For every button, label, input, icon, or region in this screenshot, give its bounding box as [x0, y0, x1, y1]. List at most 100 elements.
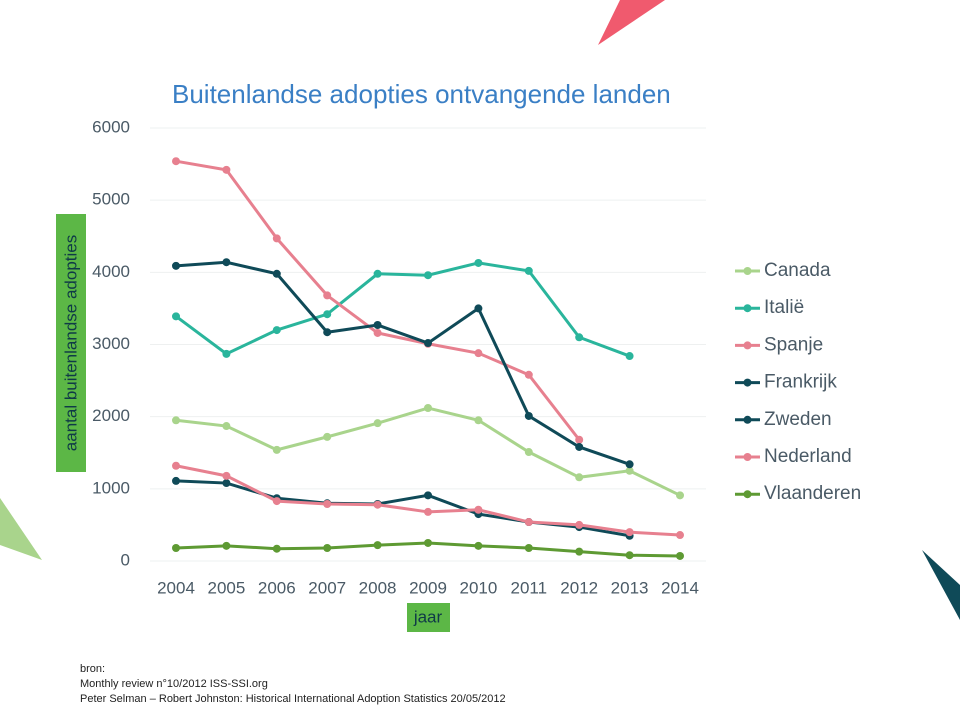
y-label-bg — [56, 214, 86, 472]
data-point — [222, 422, 231, 431]
x-axis-label: jaar — [413, 607, 443, 626]
data-point — [575, 547, 584, 556]
legend-marker — [743, 304, 752, 313]
data-point — [323, 544, 332, 553]
legend-marker — [743, 378, 752, 387]
legend-label: Canada — [764, 260, 831, 281]
data-point — [474, 541, 483, 550]
series-line — [175, 464, 681, 537]
x-tick-label: 2004 — [157, 578, 195, 597]
data-point — [424, 491, 432, 500]
data-point — [625, 466, 634, 475]
x-tick-label: 2007 — [308, 578, 346, 597]
data-point — [373, 269, 382, 278]
x-tick-label: 2011 — [511, 578, 548, 597]
data-point — [373, 328, 382, 337]
data-point — [625, 352, 634, 361]
series-line — [175, 406, 681, 497]
chart-title: Buitenlandse adopties ontvangende landen — [172, 79, 671, 109]
data-point — [676, 551, 684, 560]
data-point — [272, 445, 281, 454]
data-point — [575, 520, 584, 529]
data-point — [172, 416, 180, 425]
legend-marker — [743, 490, 752, 499]
data-point — [323, 328, 332, 337]
data-point — [676, 491, 684, 500]
x-tick-label: 2009 — [409, 578, 447, 597]
data-point — [272, 326, 281, 335]
x-tick-label: 2010 — [459, 578, 497, 597]
source-line: Peter Selman – Robert Johnston: Historic… — [80, 693, 506, 705]
y-axis-label: aantal buitenlandse adopties — [61, 235, 80, 451]
y-tick-label: 6000 — [92, 117, 130, 136]
data-point — [172, 261, 180, 270]
decoration — [0, 498, 42, 560]
data-point — [524, 266, 533, 275]
data-point — [424, 404, 432, 413]
data-point — [222, 258, 231, 267]
data-point — [373, 541, 382, 550]
data-point — [323, 432, 332, 441]
x-tick-label: 2012 — [560, 578, 598, 597]
data-point — [474, 349, 483, 358]
data-point — [625, 460, 634, 469]
data-point — [222, 349, 231, 358]
data-point — [625, 551, 634, 560]
legend-marker — [743, 267, 752, 275]
data-point — [676, 531, 684, 540]
series-line — [175, 159, 581, 441]
data-point — [524, 370, 533, 379]
data-point — [323, 310, 332, 319]
legend-label: Zweden — [764, 409, 832, 430]
decoration — [598, 0, 665, 45]
data-point — [272, 234, 281, 243]
data-point — [222, 165, 231, 174]
data-point — [575, 435, 584, 444]
decoration — [922, 550, 960, 620]
legend-label: Vlaanderen — [764, 483, 861, 504]
data-point — [323, 291, 332, 300]
data-point — [524, 411, 533, 420]
x-tick-label: 2008 — [359, 578, 397, 597]
data-point — [424, 538, 432, 547]
data-point — [373, 419, 382, 428]
data-point — [373, 500, 382, 509]
data-point — [424, 507, 432, 516]
data-point — [474, 304, 483, 313]
data-point — [172, 157, 180, 166]
data-point — [172, 476, 180, 485]
legend-marker — [743, 341, 752, 350]
data-point — [323, 499, 332, 508]
data-point — [272, 269, 281, 278]
data-point — [575, 442, 584, 451]
data-point — [524, 544, 533, 553]
data-point — [172, 312, 180, 321]
data-point — [474, 416, 483, 425]
x-tick-label: 2013 — [611, 578, 649, 597]
data-point — [474, 505, 483, 514]
series-line — [175, 261, 631, 358]
data-point — [625, 528, 634, 537]
data-point — [222, 479, 231, 488]
x-tick-label: 2005 — [207, 578, 245, 597]
data-point — [424, 339, 432, 348]
data-point — [524, 518, 533, 527]
legend-marker — [743, 453, 752, 461]
data-point — [172, 544, 180, 553]
legend-label: Frankrijk — [764, 372, 837, 393]
data-point — [424, 271, 432, 280]
data-point — [373, 321, 382, 330]
data-point — [474, 258, 483, 267]
data-point — [272, 544, 281, 553]
legend-label: Italië — [764, 297, 804, 318]
data-point — [575, 333, 584, 342]
legend-label: Nederland — [764, 446, 852, 467]
y-tick-label: 3000 — [92, 334, 130, 353]
data-point — [222, 471, 231, 480]
x-tick-label: 2014 — [661, 578, 699, 597]
data-point — [222, 541, 231, 550]
y-tick-label: 4000 — [92, 262, 130, 281]
legend-label: Spanje — [764, 334, 823, 355]
y-tick-label: 1000 — [92, 478, 130, 497]
